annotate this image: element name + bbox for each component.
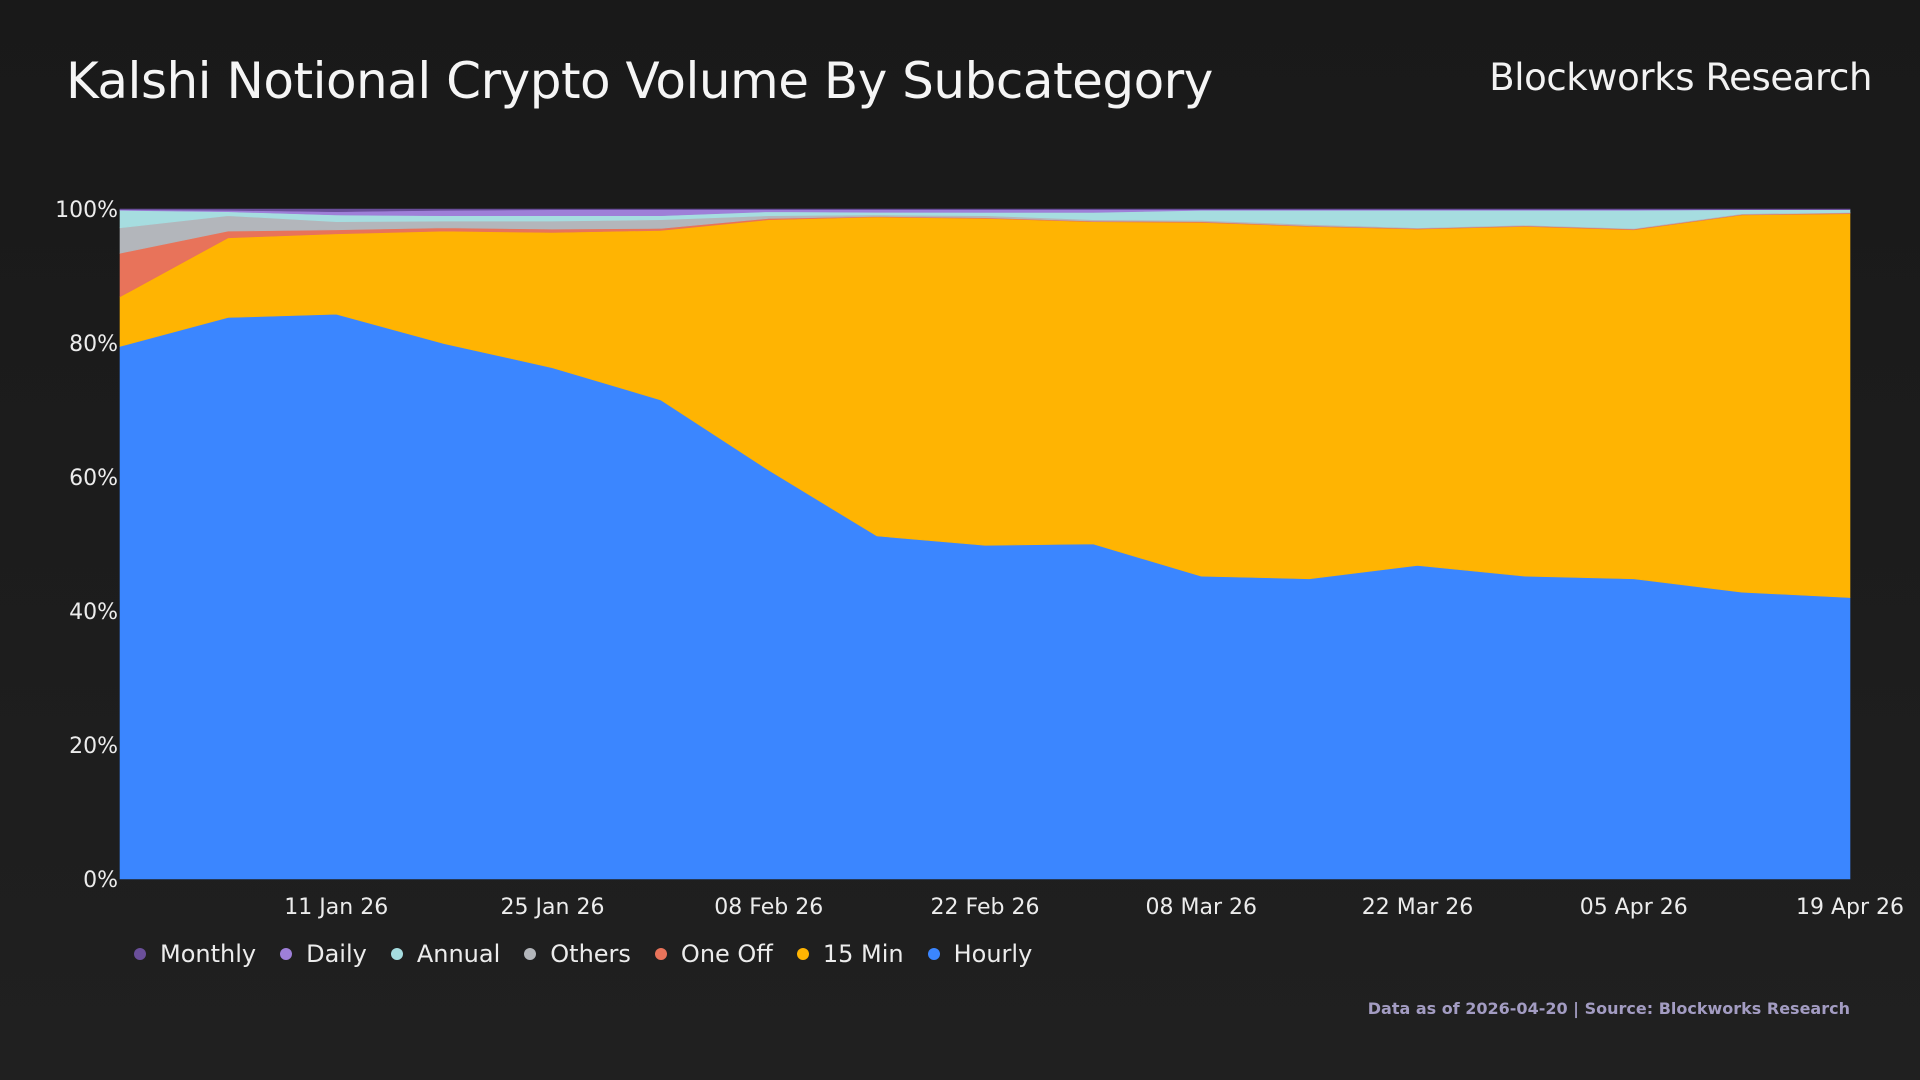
legend-item-15-min[interactable]: 15 Min xyxy=(796,940,904,968)
x-tick-label: 05 Apr 26 xyxy=(1580,895,1688,920)
legend-label: Daily xyxy=(306,940,367,968)
legend-label: One Off xyxy=(680,940,773,968)
y-tick-label: 100% xyxy=(55,198,118,223)
legend-item-others[interactable]: Others xyxy=(524,940,631,968)
chart-legend: Monthly Daily Annual Others One Off 15 Min Hou… xyxy=(134,940,1032,968)
y-tick-label: 20% xyxy=(69,734,118,759)
y-tick-label: 60% xyxy=(69,466,118,491)
source-footnote: Data as of 2026-04-20 | Source: Blockwor… xyxy=(1367,999,1850,1018)
brand-logo-text: Blockworks Research xyxy=(1489,56,1872,99)
legend-item-one-off[interactable]: One Off xyxy=(654,940,773,968)
legend-swatch-icon xyxy=(524,948,537,960)
x-tick-label: 22 Mar 26 xyxy=(1362,895,1473,920)
x-tick-label: 22 Feb 26 xyxy=(931,895,1040,920)
y-tick-label: 80% xyxy=(69,332,118,357)
legend-swatch-icon xyxy=(280,948,293,960)
legend-item-annual[interactable]: Annual xyxy=(390,940,501,968)
x-tick-label: 11 Jan 26 xyxy=(284,895,388,920)
legend-label: Hourly xyxy=(953,940,1033,968)
legend-swatch-icon xyxy=(134,948,146,960)
legend-label: 15 Min xyxy=(822,940,904,968)
legend-item-hourly[interactable]: Hourly xyxy=(927,940,1033,968)
legend-label: Annual xyxy=(416,940,501,968)
y-axis-ticks: 0% 20% 40% 60% 80% 100% xyxy=(55,198,118,893)
legend-swatch-icon xyxy=(796,948,809,960)
x-tick-label: 25 Jan 26 xyxy=(501,895,605,920)
y-tick-label: 40% xyxy=(69,600,118,625)
legend-label: Others xyxy=(550,940,631,968)
legend-swatch-icon xyxy=(390,948,403,960)
legend-swatch-icon xyxy=(927,948,940,960)
x-tick-label: 08 Feb 26 xyxy=(714,895,823,920)
area-series-monthly xyxy=(119,208,1851,213)
chart-title: Kalshi Notional Crypto Volume By Subcate… xyxy=(66,52,1213,110)
legend-label: Monthly xyxy=(160,940,257,968)
legend-item-daily[interactable]: Daily xyxy=(280,940,367,968)
y-tick-label: 0% xyxy=(83,868,118,893)
x-axis-ticks: 11 Jan 26 25 Jan 26 08 Feb 26 22 Feb 26 08 M… xyxy=(284,895,1904,920)
x-tick-label: 19 Apr 26 xyxy=(1796,895,1904,920)
area-series-group xyxy=(119,208,1851,880)
x-tick-label: 08 Mar 26 xyxy=(1146,895,1257,920)
legend-item-monthly[interactable]: Monthly xyxy=(134,940,256,968)
legend-swatch-icon xyxy=(654,948,667,960)
